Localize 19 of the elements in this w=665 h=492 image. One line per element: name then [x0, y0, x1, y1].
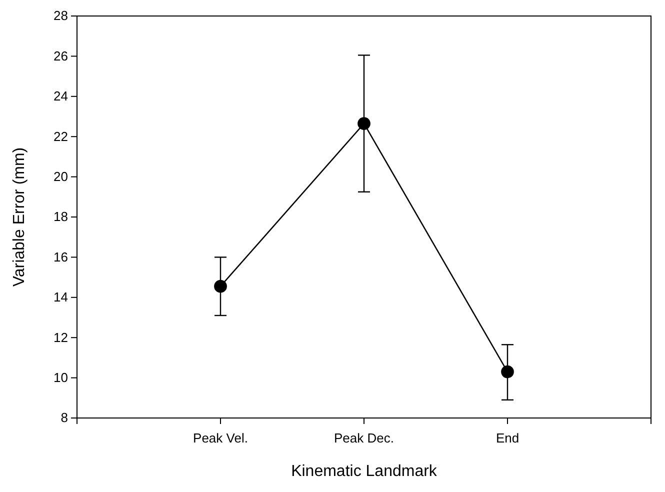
y-tick-label: 22: [54, 128, 68, 144]
y-tick-label: 20: [54, 168, 68, 184]
y-tick-label: 18: [54, 209, 68, 224]
point: [501, 365, 514, 378]
point: [358, 117, 370, 130]
y-tick-label: 16: [54, 249, 68, 264]
x-tick-label: End: [496, 430, 520, 446]
x-tick-label: Peak Dec.: [334, 430, 394, 446]
y-tick-label: 26: [54, 48, 68, 64]
y-tick-label: 28: [54, 8, 68, 24]
y-axis-title: Variable Error (mm): [11, 147, 28, 287]
y-tick-label: 8: [60, 410, 68, 426]
y-tick-label: 14: [54, 290, 68, 305]
y-tick-label: 24: [54, 88, 68, 104]
point: [214, 280, 227, 293]
x-axis-title: Kinematic Landmark: [291, 463, 438, 480]
x-tick-label: Peak Vel.: [193, 430, 248, 446]
y-tick-label: 12: [54, 330, 68, 345]
y-tick-label: 10: [54, 370, 68, 385]
